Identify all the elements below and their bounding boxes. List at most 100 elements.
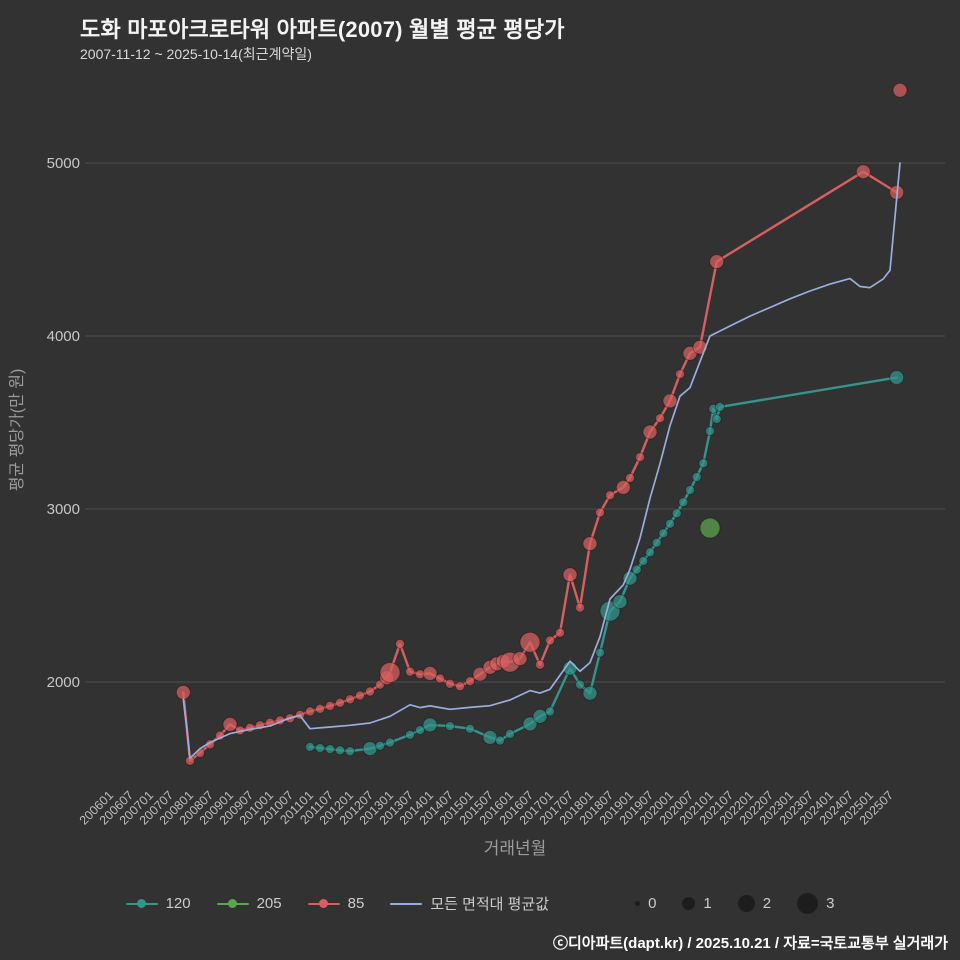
data-point[interactable] [678,497,689,508]
data-point[interactable] [422,717,438,733]
data-point[interactable] [665,518,675,529]
data-point[interactable] [335,745,345,756]
price-scatter-chart[interactable]: 2000 3000 4000 5000 20060120060720070120070… [0,60,960,872]
data-point[interactable] [575,679,585,690]
data-point[interactable] [305,706,315,717]
data-point[interactable] [465,723,475,734]
size-legend-item-2: 2 [737,895,772,912]
data-point[interactable] [379,662,401,683]
legend-marker-icon [390,896,423,912]
data-point[interactable] [635,452,645,463]
series-85[interactable] [175,82,908,766]
data-point[interactable] [512,651,528,667]
data-point[interactable] [555,627,565,638]
data-point[interactable] [709,254,725,270]
legend-item-120[interactable]: 120 [125,895,191,912]
legend-item-205[interactable]: 205 [216,895,282,912]
data-point[interactable] [495,735,505,746]
data-point[interactable] [375,740,385,751]
data-point[interactable] [245,722,255,733]
data-point[interactable] [385,737,395,748]
data-point[interactable] [365,686,375,697]
data-point[interactable] [582,685,598,701]
data-point[interactable] [698,458,709,469]
data-point[interactable] [325,744,335,755]
data-point[interactable] [545,635,555,646]
data-point[interactable] [631,564,642,575]
data-point[interactable] [562,567,578,583]
data-point[interactable] [395,638,405,649]
data-point[interactable] [505,728,515,739]
data-point[interactable] [582,536,598,552]
data-point[interactable] [711,414,722,424]
data-point[interactable] [532,708,548,724]
series-120[interactable] [305,370,905,757]
data-point[interactable] [651,537,662,548]
data-point[interactable] [855,164,871,180]
data-point[interactable] [405,666,415,677]
legend-marker-icon [307,896,340,912]
legend-marker-icon [216,896,249,912]
data-point[interactable] [615,479,631,495]
series-모든 면적대 평균값[interactable] [182,162,901,759]
data-point[interactable] [315,703,325,714]
data-point[interactable] [889,370,905,385]
data-point[interactable] [445,678,455,689]
data-point[interactable] [612,594,628,610]
data-point[interactable] [638,555,649,566]
series-205[interactable] [699,517,721,539]
x-tick-labels: 2006012006072007012007072008012008072009… [77,788,896,827]
data-point[interactable] [422,665,438,681]
data-point[interactable] [465,676,475,687]
x-axis-title: 거래년월 [484,839,547,858]
data-point[interactable] [435,673,445,684]
chart-title: 도화 마포아크로타워 아파트(2007) 월별 평균 평당가 [80,17,565,42]
data-point[interactable] [445,721,455,732]
data-point[interactable] [662,393,678,409]
data-point[interactable] [535,659,545,670]
legend-item-모든 면적대 평균값[interactable]: 모든 면적대 평균값 [390,893,549,914]
data-point[interactable] [175,684,191,700]
data-point[interactable] [655,413,665,424]
size-legend-item-1: 1 [682,895,712,912]
data-point[interactable] [625,472,635,483]
y-tick-label: 3000 [47,501,80,518]
data-point[interactable] [305,741,315,752]
data-point[interactable] [325,700,335,711]
data-point[interactable] [345,746,355,757]
data-point[interactable] [519,631,541,653]
data-point[interactable] [671,508,682,519]
data-point[interactable] [691,472,702,482]
data-point[interactable] [675,369,685,380]
data-point[interactable] [642,424,658,440]
data-point[interactable] [415,725,425,736]
data-point[interactable] [699,517,721,539]
data-point[interactable] [472,666,488,682]
data-point[interactable] [595,507,605,518]
size-legend-label: 2 [762,895,772,912]
data-point[interactable] [335,697,345,708]
data-point[interactable] [315,743,325,754]
data-point[interactable] [482,729,498,745]
data-point[interactable] [645,547,655,558]
series-layer[interactable] [175,82,908,766]
data-point[interactable] [892,82,908,98]
data-point[interactable] [455,681,465,692]
data-point[interactable] [685,485,695,495]
data-point[interactable] [715,401,725,412]
series-line [308,376,898,753]
data-point[interactable] [595,647,605,658]
data-point[interactable] [705,426,715,437]
data-point[interactable] [522,716,538,732]
data-point[interactable] [575,602,585,613]
data-point[interactable] [355,690,365,701]
data-point[interactable] [222,716,238,732]
data-point[interactable] [658,528,669,539]
data-point[interactable] [345,694,355,705]
data-point[interactable] [405,729,415,740]
data-point[interactable] [362,741,378,757]
data-point[interactable] [605,490,615,501]
legend-item-85[interactable]: 85 [307,895,364,912]
data-point[interactable] [545,706,555,717]
